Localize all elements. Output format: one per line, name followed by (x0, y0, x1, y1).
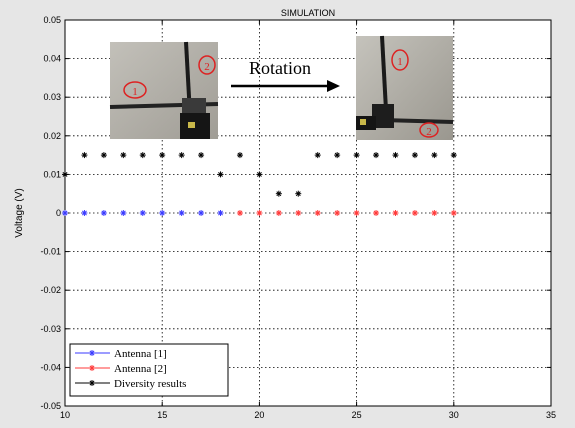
point-diversity-results (295, 190, 302, 197)
photo-before-label-2: 2 (204, 61, 210, 73)
point-antenna-1 (81, 210, 88, 216)
legend-label-antenna-1: Antenna [1] (114, 348, 167, 360)
point-diversity-results (334, 152, 341, 159)
y-tick-label: -0.04 (40, 362, 61, 372)
point-diversity-results (392, 152, 399, 159)
legend: Antenna [1] Antenna [2] Diversity results (69, 343, 229, 397)
point-diversity-results (275, 190, 282, 197)
point-antenna-2 (373, 210, 380, 216)
point-antenna-2 (256, 210, 263, 216)
point-diversity-results (411, 152, 418, 159)
point-diversity-results (178, 152, 185, 159)
point-antenna-2 (450, 210, 457, 216)
point-antenna-2 (236, 210, 243, 216)
point-antenna-2 (353, 210, 360, 216)
point-antenna-1 (217, 210, 224, 216)
rotation-label: Rotation (249, 58, 311, 78)
antenna-photo-before: 1 2 (109, 41, 219, 139)
y-tick-label: -0.01 (40, 247, 61, 257)
y-tick-label: -0.03 (40, 324, 61, 334)
point-diversity-results (314, 152, 321, 159)
legend-label-antenna-2: Antenna [2] (114, 363, 167, 375)
x-tick-label: 25 (352, 410, 362, 420)
legend-marker-diversity-results (89, 380, 95, 386)
x-tick-label: 15 (157, 410, 167, 420)
point-antenna-1 (139, 210, 146, 216)
point-antenna-2 (314, 210, 321, 216)
antenna-photo-after: 1 2 (356, 35, 454, 140)
y-tick-label: -0.02 (40, 285, 61, 295)
point-diversity-results (431, 152, 438, 159)
y-tick-label: 0.03 (43, 92, 61, 102)
axis-ticks (64, 19, 552, 407)
point-antenna-2 (411, 210, 418, 216)
x-tick-labels: 10 15 20 25 30 35 (60, 410, 556, 420)
y-axis-label: Voltage (V) (14, 188, 25, 237)
point-diversity-results (159, 152, 166, 159)
legend-marker-antenna-2 (89, 365, 95, 371)
x-tick-label: 20 (254, 410, 264, 420)
point-antenna-2 (334, 210, 341, 216)
point-diversity-results (62, 171, 68, 178)
y-tick-label: -0.05 (40, 401, 61, 411)
point-diversity-results (217, 171, 224, 178)
point-diversity-results (236, 152, 243, 159)
point-antenna-1 (198, 210, 205, 216)
x-tick-label: 30 (449, 410, 459, 420)
point-diversity-results (139, 152, 146, 159)
point-diversity-results (373, 152, 380, 159)
point-antenna-1 (120, 210, 127, 216)
y-tick-labels: -0.05 -0.04 -0.03 -0.02 -0.01 0 0.01 0.02 0.03 0.… (40, 15, 61, 411)
photo-after-label-2: 2 (426, 126, 432, 138)
point-diversity-results (100, 152, 107, 159)
chart-title: SIMULATION (281, 8, 335, 18)
point-antenna-2 (275, 210, 282, 216)
photo-before-label-1: 1 (132, 86, 138, 98)
point-antenna-1 (159, 210, 166, 216)
point-diversity-results (256, 171, 263, 178)
y-tick-label: 0.02 (43, 131, 61, 141)
rotation-arrow-icon (231, 80, 340, 92)
photo-after-label-1: 1 (397, 56, 403, 68)
point-antenna-1 (100, 210, 107, 216)
point-diversity-results (198, 152, 205, 159)
y-tick-label: 0.04 (43, 54, 61, 64)
y-tick-label: 0 (56, 208, 61, 218)
point-diversity-results (353, 152, 360, 159)
x-tick-label: 10 (60, 410, 70, 420)
data-points (62, 152, 457, 216)
legend-label-diversity-results: Diversity results (114, 378, 186, 390)
point-diversity-results (450, 152, 457, 159)
point-diversity-results (81, 152, 88, 159)
point-diversity-results (120, 152, 127, 159)
legend-marker-antenna-1 (89, 350, 95, 356)
point-antenna-1 (178, 210, 185, 216)
point-antenna-2 (295, 210, 302, 216)
point-antenna-1 (62, 210, 68, 216)
point-antenna-2 (431, 210, 438, 216)
point-antenna-2 (392, 210, 399, 216)
x-tick-label: 35 (546, 410, 556, 420)
y-tick-label: 0.05 (43, 15, 61, 25)
y-tick-label: 0.01 (43, 169, 61, 179)
